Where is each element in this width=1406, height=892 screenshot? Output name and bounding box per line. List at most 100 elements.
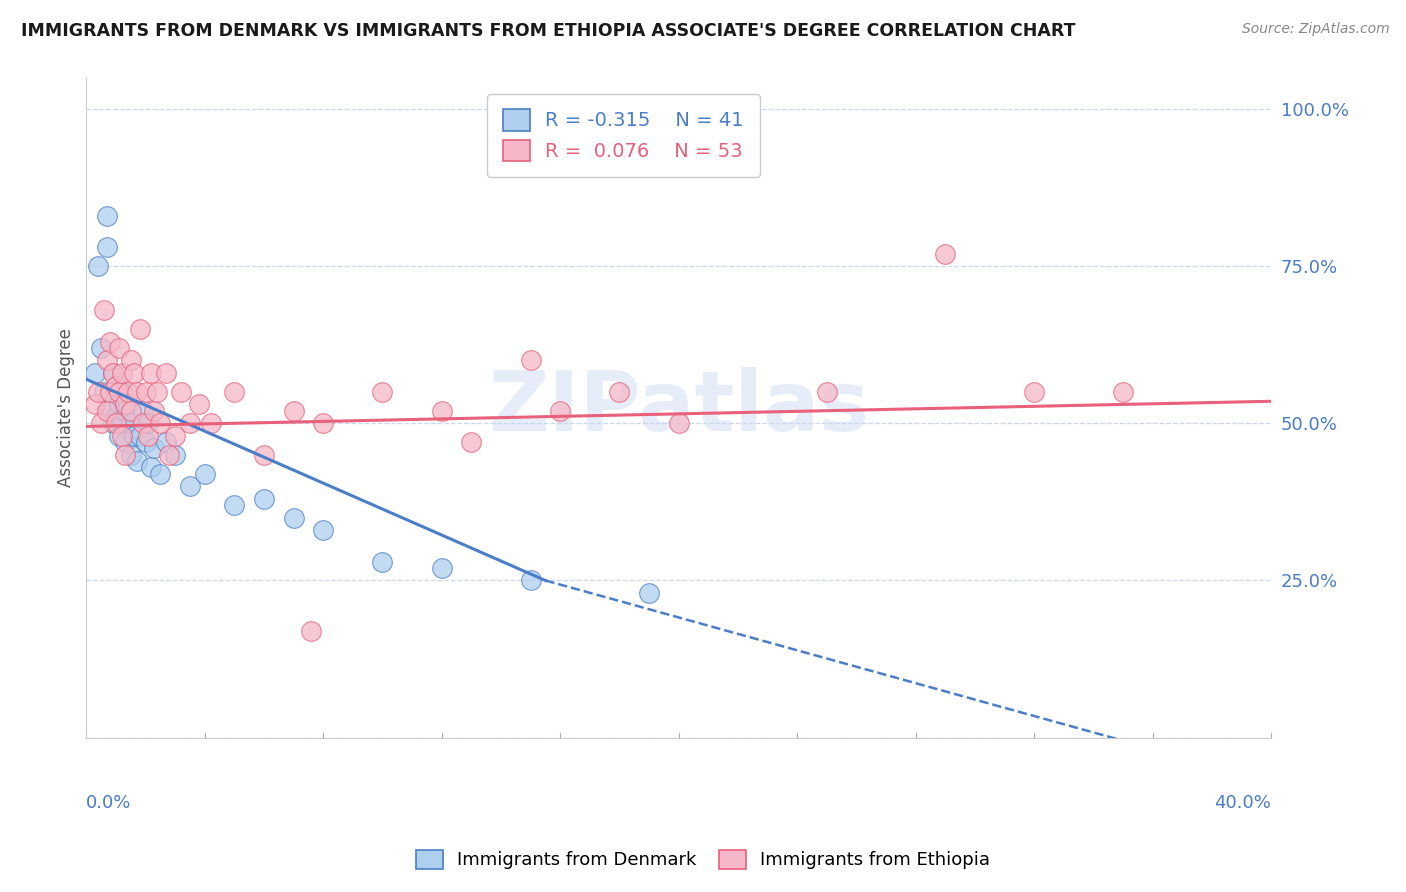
Point xyxy=(131,417,153,431)
Point xyxy=(108,397,131,411)
Point xyxy=(135,435,157,450)
Point xyxy=(96,240,118,254)
Point xyxy=(149,417,172,431)
Point xyxy=(108,384,131,399)
Point xyxy=(143,403,166,417)
Point xyxy=(114,448,136,462)
Point xyxy=(371,384,394,399)
Point xyxy=(111,429,134,443)
Text: IMMIGRANTS FROM DENMARK VS IMMIGRANTS FROM ETHIOPIA ASSOCIATE'S DEGREE CORRELATI: IMMIGRANTS FROM DENMARK VS IMMIGRANTS FR… xyxy=(21,22,1076,40)
Y-axis label: Associate's Degree: Associate's Degree xyxy=(58,328,75,487)
Point xyxy=(96,403,118,417)
Point xyxy=(283,510,305,524)
Point xyxy=(135,384,157,399)
Point xyxy=(194,467,217,481)
Point xyxy=(131,403,153,417)
Point xyxy=(179,479,201,493)
Point xyxy=(87,384,110,399)
Point xyxy=(519,574,541,588)
Point xyxy=(299,624,322,638)
Point xyxy=(96,209,118,223)
Text: ZIPatlas: ZIPatlas xyxy=(488,368,869,448)
Point xyxy=(96,353,118,368)
Legend: Immigrants from Denmark, Immigrants from Ethiopia: Immigrants from Denmark, Immigrants from… xyxy=(406,841,1000,879)
Point xyxy=(430,403,453,417)
Text: Source: ZipAtlas.com: Source: ZipAtlas.com xyxy=(1241,22,1389,37)
Point xyxy=(117,397,139,411)
Point xyxy=(165,448,187,462)
Point xyxy=(93,384,115,399)
Point xyxy=(141,460,163,475)
Point xyxy=(101,417,124,431)
Point xyxy=(548,403,571,417)
Point xyxy=(111,417,134,431)
Point xyxy=(104,378,127,392)
Point xyxy=(120,353,142,368)
Point xyxy=(519,353,541,368)
Point xyxy=(312,523,335,537)
Point xyxy=(125,454,148,468)
Point xyxy=(1112,384,1135,399)
Point xyxy=(141,366,163,380)
Point xyxy=(125,384,148,399)
Point xyxy=(104,417,127,431)
Point xyxy=(638,586,661,600)
Point xyxy=(143,442,166,456)
Point xyxy=(90,341,112,355)
Point xyxy=(224,384,246,399)
Point xyxy=(146,384,169,399)
Point xyxy=(114,397,136,411)
Point xyxy=(187,397,209,411)
Point xyxy=(138,417,160,431)
Text: 40.0%: 40.0% xyxy=(1215,794,1271,813)
Point xyxy=(117,384,139,399)
Point xyxy=(1024,384,1046,399)
Point xyxy=(98,384,121,399)
Point xyxy=(111,384,134,399)
Point xyxy=(283,403,305,417)
Point xyxy=(108,341,131,355)
Point xyxy=(114,403,136,417)
Point xyxy=(120,403,142,417)
Point xyxy=(815,384,838,399)
Point xyxy=(98,334,121,349)
Point xyxy=(430,561,453,575)
Point xyxy=(104,409,127,424)
Point xyxy=(155,435,177,450)
Point xyxy=(111,366,134,380)
Text: 0.0%: 0.0% xyxy=(86,794,132,813)
Point xyxy=(253,491,276,506)
Legend: R = -0.315    N = 41, R =  0.076    N = 53: R = -0.315 N = 41, R = 0.076 N = 53 xyxy=(486,94,759,177)
Point xyxy=(165,429,187,443)
Point xyxy=(114,435,136,450)
Point xyxy=(120,448,142,462)
Point xyxy=(90,417,112,431)
Point xyxy=(120,417,142,431)
Point xyxy=(98,403,121,417)
Point xyxy=(93,303,115,318)
Point xyxy=(128,322,150,336)
Point xyxy=(84,397,107,411)
Point xyxy=(312,417,335,431)
Point xyxy=(179,417,201,431)
Point xyxy=(253,448,276,462)
Point xyxy=(668,417,690,431)
Point xyxy=(934,246,956,260)
Point xyxy=(87,259,110,273)
Point xyxy=(84,366,107,380)
Point xyxy=(157,448,180,462)
Point xyxy=(155,366,177,380)
Point xyxy=(200,417,222,431)
Point xyxy=(108,429,131,443)
Point xyxy=(609,384,631,399)
Point xyxy=(101,366,124,380)
Point xyxy=(371,555,394,569)
Point xyxy=(224,498,246,512)
Point xyxy=(104,378,127,392)
Point xyxy=(122,429,145,443)
Point xyxy=(170,384,193,399)
Point xyxy=(138,429,160,443)
Point xyxy=(460,435,482,450)
Point xyxy=(101,366,124,380)
Point xyxy=(149,467,172,481)
